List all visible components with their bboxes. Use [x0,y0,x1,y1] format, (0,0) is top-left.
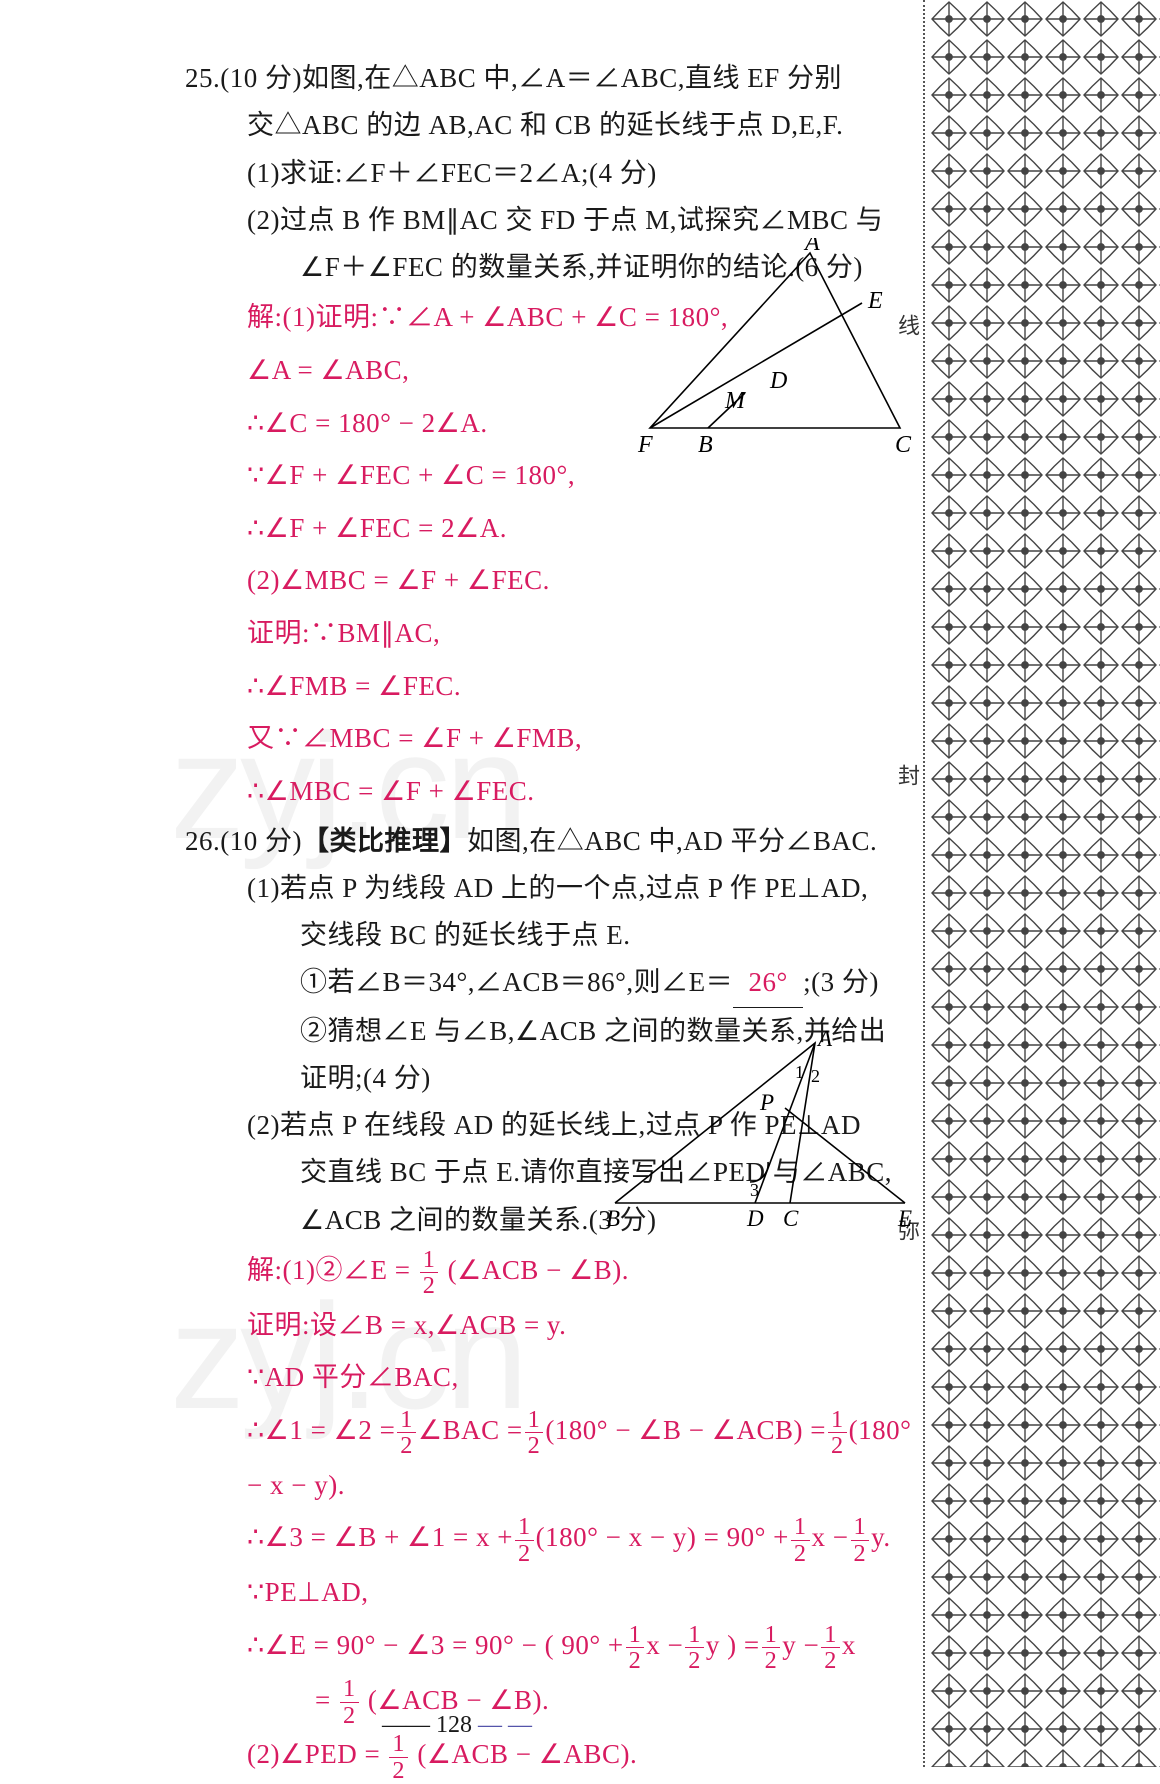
page-num-val: 128 [436,1712,472,1738]
p26-s7a: ∴∠E = 90° − ∠3 = 90° − ( 90° + [247,1630,624,1660]
p26-line4: ①若∠B＝34°,∠ACB＝86°,则∠E＝ 26° ;(3 分) [185,959,925,1007]
p26-s7e: x [842,1630,856,1660]
p25-t1: 如图,在△ABC 中,∠A＝∠ABC,直线 EF 分别 [302,63,842,93]
p25-s8: ∴∠FMB = ∠FEC. [185,660,925,713]
fig25-E: E [867,288,883,314]
p26-s7d: y − [782,1630,819,1660]
p26-s3: ∵AD 平分∠BAC, [185,1351,925,1404]
fig25-F: F [637,432,653,458]
p26-s2: 证明:设∠B = x,∠ACB = y. [185,1299,925,1352]
p25-line4: (2)过点 B 作 BM∥AC 交 FD 于点 M,试探究∠MBC 与 [185,197,925,244]
page-number: —— 128 —— [0,1712,920,1739]
fig25-B: B [698,432,713,458]
p26-pts: (10 分) [220,826,302,856]
p26-num: 26. [185,826,220,856]
p26-l4ans: 26° [748,967,787,997]
p25-s6: (2)∠MBC = ∠F + ∠FEC. [185,554,925,607]
p26-s4a: ∴∠1 = ∠2 = [247,1415,395,1445]
p25-s10: ∴∠MBC = ∠F + ∠FEC. [185,765,925,818]
p25-s7: 证明:∵BM∥AC, [185,607,925,660]
fig26-C: C [783,1206,799,1228]
p26-tag: 【类比推理】 [302,826,467,856]
p26-t1: 如图,在△ABC 中,AD 平分∠BAC. [467,826,877,856]
p26-s5a: ∴∠3 = ∠B + ∠1 = x + [247,1522,513,1552]
fig25-C: C [895,432,912,458]
p25-line2: 交△ABC 的边 AB,AC 和 CB 的延长线于点 D,E,F. [185,102,925,149]
p26-l4b: ;(3 分) [803,967,879,997]
p26-s6: ∵PE⊥AD, [185,1566,925,1619]
p26-s7c: y ) = [706,1630,760,1660]
figure-p25: A B C F E D M [630,238,920,458]
figure-p26: A B C D E P 1 2 3 [600,1028,920,1228]
fig26-P: P [759,1090,774,1115]
p26-s4c: (180° − ∠B − ∠ACB) = [545,1415,826,1445]
p26-s5: ∴∠3 = ∠B + ∠1 = x +12(180° − x − y) = 90… [185,1511,925,1566]
p26-line3: 交线段 BC 的延长线于点 E. [185,912,925,959]
p26-s9a: (2)∠PED = [247,1739,380,1769]
p26-s1a: 解:(1)②∠E = [247,1255,410,1285]
fig26-D: D [746,1206,764,1228]
p26-s4b: ∠BAC = [418,1415,523,1445]
fig26-a2: 2 [811,1066,820,1086]
p26-s9b: (∠ACB − ∠ABC). [417,1739,637,1769]
p25-s9: 又∵∠MBC = ∠F + ∠FMB, [185,712,925,765]
fig26-a1: 1 [795,1062,804,1082]
p26-s7b: x − [646,1630,683,1660]
p26-s8a: = [315,1685,331,1715]
fig25-M: M [724,388,747,414]
p25-num: 25. [185,63,220,93]
p26-l4a: ①若∠B＝34°,∠ACB＝86°,则∠E＝ [300,967,733,997]
p26-s8b: (∠ACB − ∠B). [368,1685,549,1715]
fig26-a3: 3 [750,1180,759,1200]
fig26-E: E [897,1206,912,1228]
p25-pts: (10 分) [220,63,302,93]
p26-line1: 26.(10 分)【类比推理】如图,在△ABC 中,AD 平分∠BAC. [185,818,925,865]
decorative-pattern-strip [930,0,1160,1767]
p26-s4: ∴∠1 = ∠2 =12∠BAC =12(180° − ∠B − ∠ACB) =… [185,1404,925,1511]
p26-s5d: y. [871,1522,891,1552]
p25-s5: ∴∠F + ∠FEC = 2∠A. [185,502,925,555]
p26-s1b: (∠ACB − ∠B). [448,1255,629,1285]
p26-s1: 解:(1)②∠E = 12 (∠ACB − ∠B). [185,1244,925,1299]
fig25-A: A [803,238,820,256]
fig25-D: D [769,368,787,394]
p25-line3: (1)求证:∠F＋∠FEC＝2∠A;(4 分) [185,150,925,197]
p26-s5b: (180° − x − y) = 90° + [536,1522,789,1552]
p26-s7: ∴∠E = 90° − ∠3 = 90° − ( 90° +12x −12y )… [185,1619,925,1674]
p25-line1: 25.(10 分)如图,在△ABC 中,∠A＝∠ABC,直线 EF 分别 [185,55,925,102]
fig26-B: B [606,1206,620,1228]
p26-s5c: x − [812,1522,849,1552]
p26-line2: (1)若点 P 为线段 AD 上的一个点,过点 P 作 PE⊥AD, [185,865,925,912]
fig26-A: A [816,1028,833,1051]
